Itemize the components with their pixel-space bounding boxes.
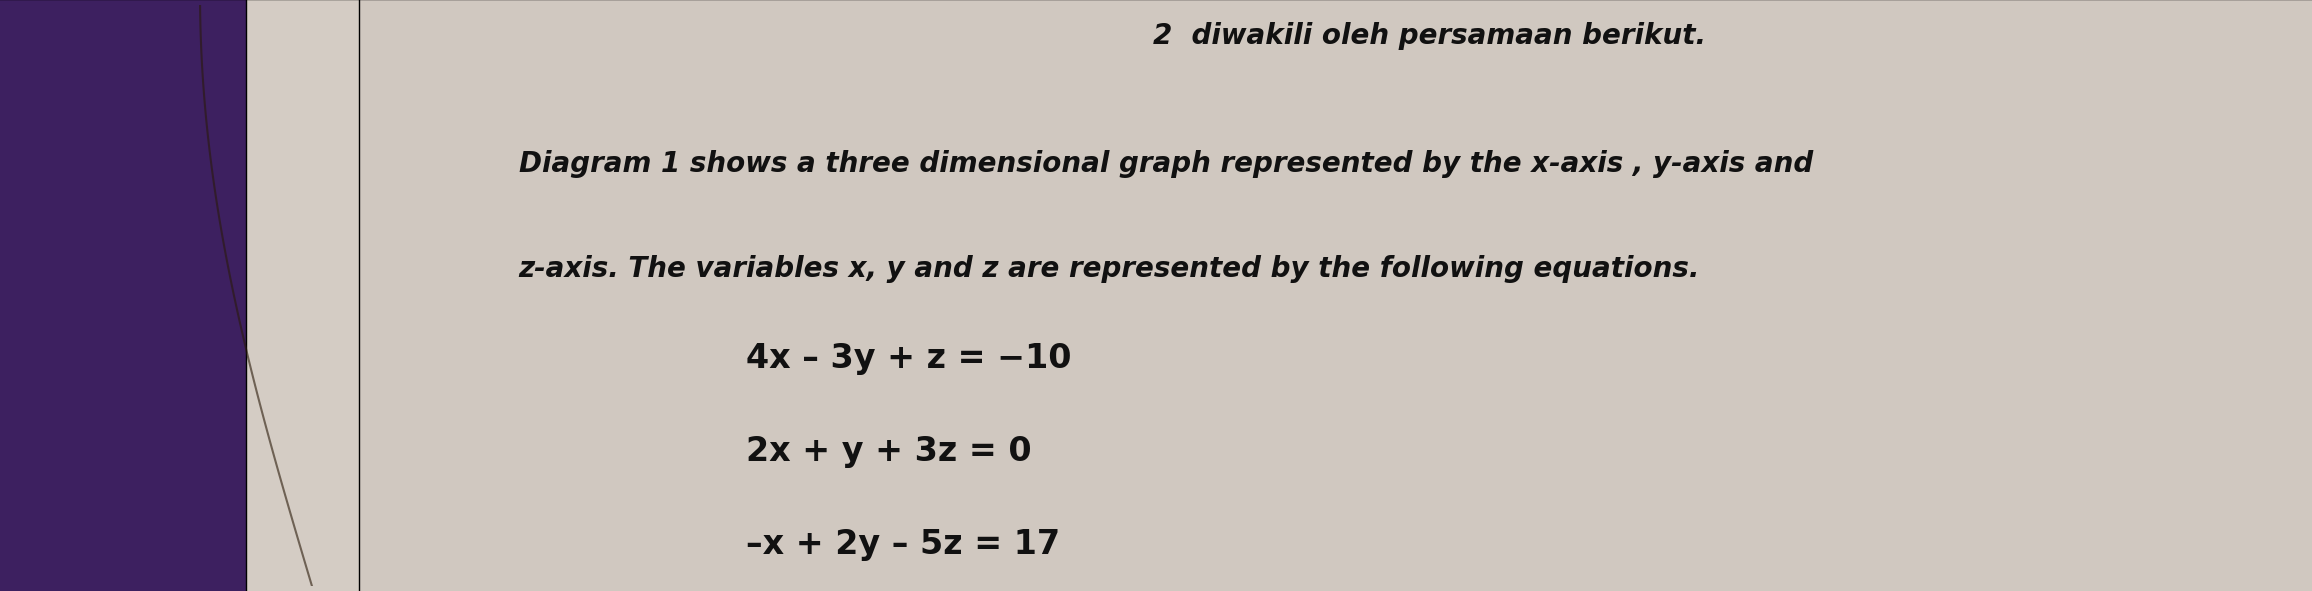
FancyBboxPatch shape — [0, 0, 495, 591]
FancyBboxPatch shape — [245, 0, 2312, 591]
FancyBboxPatch shape — [358, 0, 2312, 591]
Text: z-axis. The variables x, y and z are represented by the following equations.: z-axis. The variables x, y and z are rep… — [518, 255, 1699, 282]
Text: 2  diwakili oleh persamaan berikut.: 2 diwakili oleh persamaan berikut. — [1154, 22, 1706, 50]
Text: Diagram 1 shows a three dimensional graph represented by the x-axis , y-axis and: Diagram 1 shows a three dimensional grap… — [518, 150, 1813, 178]
Text: –x + 2y – 5z = 17: –x + 2y – 5z = 17 — [747, 528, 1061, 561]
Text: 4x – 3y + z = −10: 4x – 3y + z = −10 — [747, 342, 1073, 375]
Text: 2x + y + 3z = 0: 2x + y + 3z = 0 — [747, 435, 1031, 468]
